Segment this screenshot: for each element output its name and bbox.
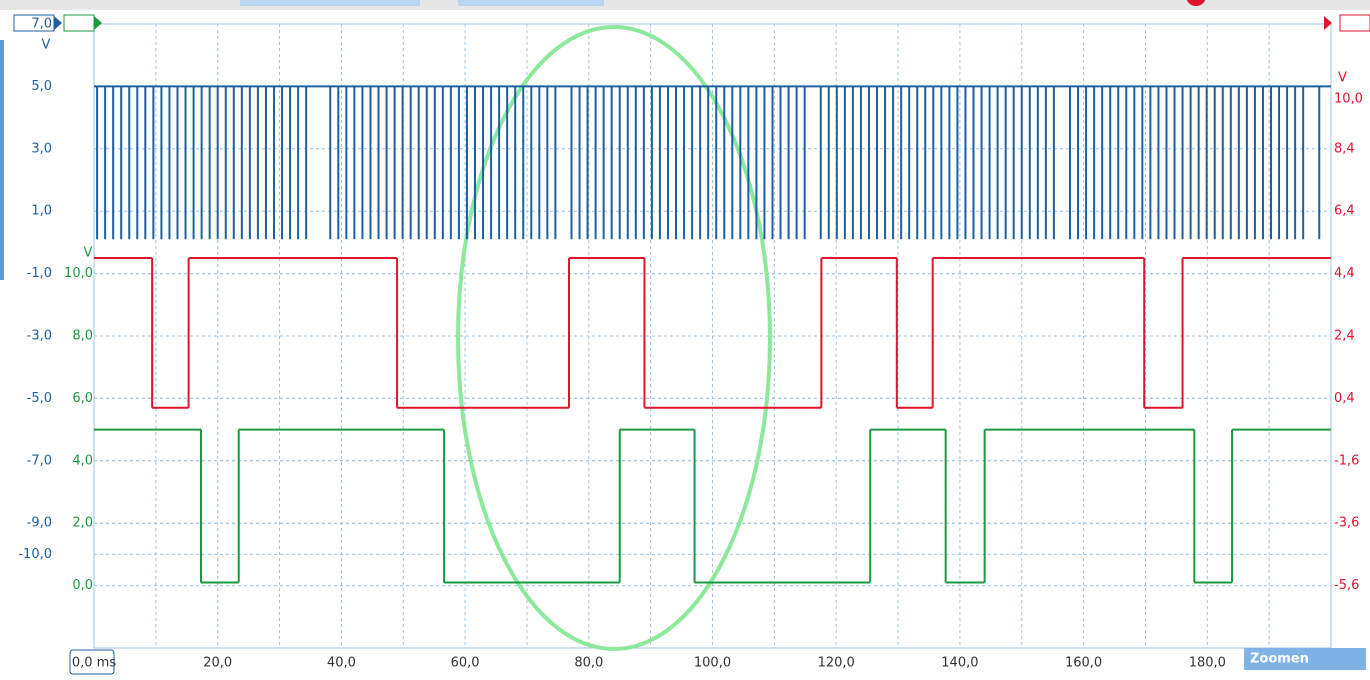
y2-tick-label: -3,6: [1334, 516, 1359, 531]
channel-c-marker: [63, 14, 95, 32]
channel-c-arrow: [94, 16, 102, 30]
y3-axis-unit: V: [84, 246, 93, 261]
y-tick-label: 5,0: [31, 79, 52, 94]
y3-tick-label: 10,0: [64, 266, 93, 281]
y2-tick-label: 10,0: [1334, 91, 1363, 106]
y2-tick-label: -1,6: [1334, 453, 1359, 468]
y-tick-label: -7,0: [27, 453, 52, 468]
y-tick-label: -1,0: [27, 266, 52, 281]
y2-tick-label: -5,6: [1334, 578, 1359, 593]
y2-tick-label: 6,4: [1334, 204, 1355, 219]
x-tick-label: 100,0: [694, 656, 731, 671]
x-tick-label: 0,0 ms: [72, 656, 116, 671]
y3-tick-label: 6,0: [72, 391, 93, 406]
y2-tick-label: 4,4: [1334, 266, 1355, 281]
x-tick-label: 140,0: [941, 656, 978, 671]
y-tick-label: 7,0: [31, 17, 52, 32]
y2-tick-label: 0,4: [1334, 391, 1355, 406]
time-marker: [69, 649, 115, 675]
y3-tick-label: 2,0: [72, 516, 93, 531]
channel-a-arrow: [54, 16, 62, 30]
y-tick-label: -5,0: [27, 391, 52, 406]
y3-tick-label: 0,0: [72, 578, 93, 593]
zoom-button[interactable]: [1244, 648, 1366, 670]
x-tick-label: 80,0: [574, 656, 603, 671]
toolbar-field: [240, 0, 420, 6]
y2-tick-label: 8,4: [1334, 141, 1355, 156]
record-indicator: [1186, 0, 1206, 6]
side-tabs: [0, 40, 4, 280]
channel-b-arrow: [1324, 16, 1332, 30]
x-tick-label: 180,0: [1189, 656, 1226, 671]
y-axis-unit: V: [42, 38, 51, 53]
x-tick-label: 160,0: [1065, 656, 1102, 671]
y-tick-label: -9,0: [27, 516, 52, 531]
x-tick-label: 40,0: [327, 656, 356, 671]
x-tick-label: 120,0: [818, 656, 855, 671]
highlight-ellipse: [456, 25, 772, 651]
x-tick-label: 60,0: [451, 656, 480, 671]
y-tick-label: 1,0: [31, 204, 52, 219]
channel-b-marker: [1339, 14, 1370, 32]
x-tick-label: 20,0: [203, 656, 232, 671]
toolbar-field: [458, 0, 604, 6]
zoom-label[interactable]: Zoomen: [1250, 652, 1309, 667]
y-tick-label: 3,0: [31, 141, 52, 156]
y-tick-label: -3,0: [27, 329, 52, 344]
y-tick-label: -10,0: [18, 547, 52, 562]
y3-tick-label: 8,0: [72, 329, 93, 344]
y2-tick-label: 2,4: [1334, 329, 1355, 344]
y3-tick-label: 4,0: [72, 453, 93, 468]
toolbar: [0, 0, 1370, 10]
y2-axis-unit: V: [1338, 71, 1347, 86]
